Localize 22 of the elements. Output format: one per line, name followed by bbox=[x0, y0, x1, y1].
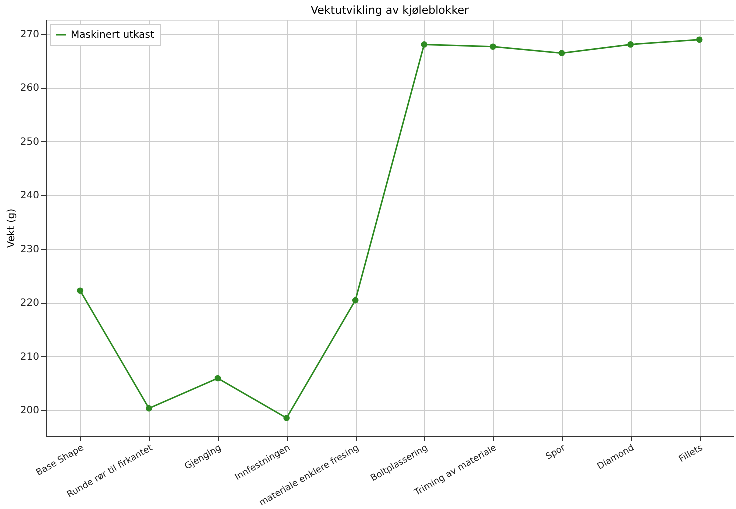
point bbox=[558, 50, 566, 56]
y-tick-label: 270 bbox=[20, 29, 40, 40]
y-tick-label: 230 bbox=[20, 244, 40, 256]
point bbox=[628, 42, 634, 48]
y-tick-label: 200 bbox=[20, 406, 40, 417]
x-tick-label: Spor bbox=[544, 443, 568, 462]
y-tick-label: 240 bbox=[20, 190, 40, 202]
point bbox=[490, 44, 496, 50]
point bbox=[696, 36, 703, 44]
point bbox=[352, 297, 359, 304]
point bbox=[284, 415, 290, 422]
y-tick-label: 250 bbox=[20, 136, 40, 148]
point bbox=[146, 405, 152, 412]
point bbox=[421, 42, 428, 48]
point bbox=[214, 375, 222, 382]
chart-title: Vektutvikling av kjøleblokker bbox=[310, 4, 470, 17]
legend-label: Maskinert utkast bbox=[71, 30, 154, 41]
y-tick-label: 260 bbox=[20, 83, 40, 94]
y-axis-title: Vekt (g) bbox=[6, 208, 18, 248]
point bbox=[77, 288, 84, 294]
y-tick-label: 220 bbox=[20, 298, 40, 310]
y-tick-label: 210 bbox=[20, 352, 40, 363]
